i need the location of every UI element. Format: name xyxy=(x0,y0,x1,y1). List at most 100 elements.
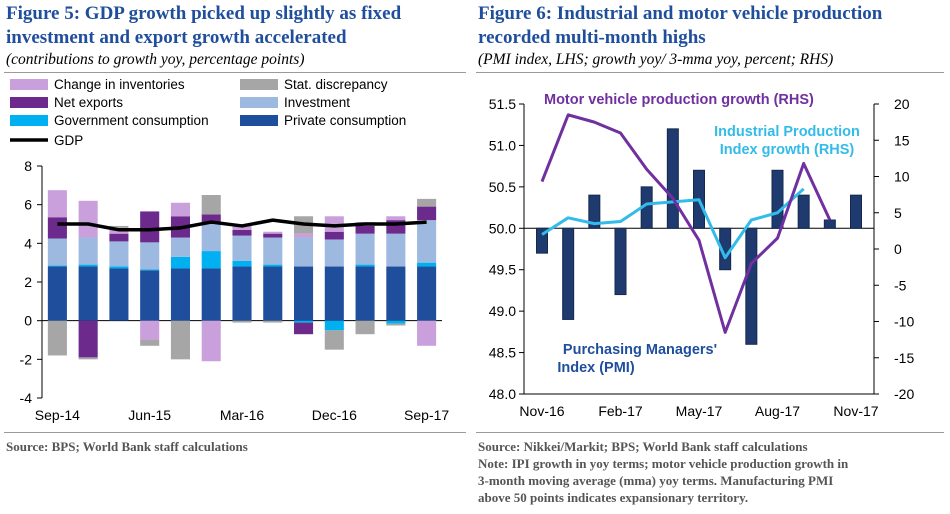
bar-net_exports-sep-16 xyxy=(294,322,314,335)
figure-5-axes: -4 -2 0 2 4 6 8 Sep-14 Jun-15 Mar-16 Dec-16 Sep-17 xyxy=(20,158,450,423)
bar-inventories-dec-16 xyxy=(324,216,344,232)
bar-investment-jun-16 xyxy=(263,237,283,265)
legend-swatch-discrepancy xyxy=(240,79,278,90)
bar-private-sep-15 xyxy=(170,268,190,321)
bar-private-dec-15 xyxy=(201,268,221,321)
left-y-tick-label: 51.0 xyxy=(489,137,516,153)
legend-swatch-inventories xyxy=(10,79,48,90)
figure-5-top-rule xyxy=(4,72,466,73)
bar-investment-sep-14 xyxy=(47,238,67,266)
right-y-tick-label: -15 xyxy=(894,350,914,366)
figure-6-source-line1: Source: Nikkei/Markit; BPS; World Bank s… xyxy=(478,439,808,454)
legend-label-private: Private consumption xyxy=(284,113,406,128)
figure-6-title-line1: Figure 6: Industrial and motor vehicle p… xyxy=(478,3,883,24)
bar-private-sep-14 xyxy=(47,266,67,321)
right-y-tick-label: -20 xyxy=(894,386,914,402)
bar-discrepancy-sep-14 xyxy=(47,320,67,356)
y-tick-label: 6 xyxy=(24,197,32,213)
legend-label-net_exports: Net exports xyxy=(54,95,123,110)
y-tick-label: 4 xyxy=(24,235,32,251)
right-y-tick-label: 15 xyxy=(894,132,910,148)
x-tick-label: Nov-16 xyxy=(519,403,564,419)
bar-government-dec-14 xyxy=(78,264,98,267)
legend-swatch-investment xyxy=(240,97,278,108)
bar-net_exports-jun-16 xyxy=(263,233,283,238)
bar-investment-mar-16 xyxy=(232,235,252,261)
bar-private-dec-16 xyxy=(324,266,344,321)
bar-inventories-jun-15 xyxy=(140,320,160,340)
bar-investment-dec-14 xyxy=(78,237,98,265)
figure-5-panel: Figure 5: GDP growth picked up slightly … xyxy=(0,0,470,514)
legend-label-government: Government consumption xyxy=(54,113,209,128)
figure-6-source-line3: 3-month moving average (mma) yoy terms. … xyxy=(478,473,834,488)
bar-private-mar-15 xyxy=(109,268,129,321)
bar-net_exports-sep-17 xyxy=(417,206,437,221)
x-tick-label: Dec-16 xyxy=(312,407,357,423)
figure-6-top-rule xyxy=(476,72,944,73)
figure-5-title-line1: Figure 5: GDP growth picked up slightly … xyxy=(6,3,402,24)
bar-inventories-sep-16 xyxy=(294,233,314,238)
pmi-bar-dec-16 xyxy=(562,227,575,320)
figure-5-bottom-rule xyxy=(4,432,466,433)
figure-6-subtitle: (PMI index, LHS; growth yoy/ 3-mma yoy, … xyxy=(478,51,834,68)
bar-net_exports-mar-16 xyxy=(232,229,252,236)
bar-net_exports-dec-14 xyxy=(78,320,98,358)
bar-investment-sep-15 xyxy=(170,237,190,257)
left-y-tick-label: 48.5 xyxy=(489,345,516,361)
right-y-tick-label: 10 xyxy=(894,169,910,185)
legend-swatch-net_exports xyxy=(10,97,48,108)
bar-net_exports-mar-15 xyxy=(109,233,129,242)
x-tick-label: Mar-16 xyxy=(220,407,265,423)
figure-5-source: Source: BPS; World Bank staff calculatio… xyxy=(6,439,248,454)
bar-government-jun-15 xyxy=(140,269,160,271)
bar-government-sep-17 xyxy=(417,262,437,267)
bar-inventories-dec-14 xyxy=(78,200,98,238)
legend-item-private-consumption: Private consumption xyxy=(240,113,406,128)
pmi-bar-sep-17 xyxy=(797,194,810,229)
right-y-tick-label: -10 xyxy=(894,314,914,330)
legend-label-gdp: GDP xyxy=(54,133,83,148)
left-y-tick-label: 48.0 xyxy=(489,386,516,402)
bar-discrepancy-mar-15 xyxy=(109,225,129,228)
bar-private-jun-16 xyxy=(263,266,283,321)
legend-swatch-government xyxy=(10,115,48,126)
y-tick-label: 2 xyxy=(24,274,32,290)
figure-6-title: Figure 6: Industrial and motor vehicle p… xyxy=(478,2,882,50)
figure-6-source-line4: above 50 points indicates expansionary t… xyxy=(478,490,749,505)
bar-discrepancy-dec-16 xyxy=(324,330,344,350)
x-tick-label: Aug-17 xyxy=(755,403,800,419)
bar-private-mar-17 xyxy=(355,266,375,321)
legend-item-change-in-inventories: Change in inventories xyxy=(10,77,185,92)
legend-label-inventories: Change in inventories xyxy=(54,77,185,92)
y-tick-label: -2 xyxy=(20,351,33,367)
ipi-annotation-line1: Industrial Production xyxy=(714,124,860,140)
bar-investment-sep-17 xyxy=(417,220,437,263)
pmi-annotation-line1: Purchasing Managers' xyxy=(563,342,717,358)
bar-government-sep-16 xyxy=(294,320,314,323)
right-y-tick-label: 20 xyxy=(894,96,910,112)
left-y-tick-label: 50.0 xyxy=(489,220,516,236)
bar-investment-sep-16 xyxy=(294,237,314,267)
legend-item-gdp: GDP xyxy=(10,133,83,148)
ipi-line xyxy=(541,187,805,260)
figure-6-annotations: Motor vehicle production growth (RHS) Ind… xyxy=(544,92,860,376)
figure-5-subtitle: (contributions to growth yoy, percentage… xyxy=(6,51,305,68)
pmi-bar-jul-17 xyxy=(745,227,758,345)
bar-government-sep-15 xyxy=(170,256,190,269)
pmi-bar-apr-17 xyxy=(666,128,679,229)
bar-discrepancy-sep-15 xyxy=(170,320,190,360)
figure-6-axes: 48.0 48.5 49.0 49.5 50.0 50.5 51.0 51.5 -20 -15 -1… xyxy=(489,96,915,419)
gdp-line xyxy=(57,218,427,232)
right-y-tick-label: 0 xyxy=(894,241,902,257)
bar-inventories-sep-17 xyxy=(417,320,437,346)
figure-6-source: Source: Nikkei/Markit; BPS; World Bank s… xyxy=(478,438,848,506)
left-y-tick-label: 51.5 xyxy=(489,96,516,112)
legend-label-discrepancy: Stat. discrepancy xyxy=(284,77,388,92)
pmi-bar-nov-17 xyxy=(850,194,862,229)
bar-investment-jun-15 xyxy=(140,242,160,270)
bar-investment-mar-17 xyxy=(355,233,375,265)
bar-discrepancy-mar-16 xyxy=(232,320,252,323)
x-tick-label: May-17 xyxy=(676,403,723,419)
motor-annotation: Motor vehicle production growth (RHS) xyxy=(544,92,814,108)
left-y-tick-label: 49.0 xyxy=(489,303,516,319)
